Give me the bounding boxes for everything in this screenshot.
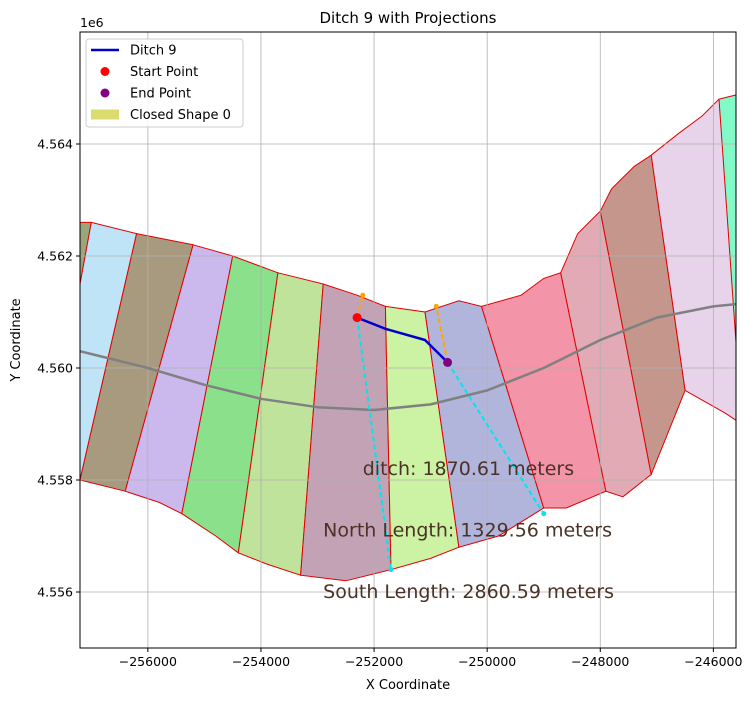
y-axis-ticks: 4.556 4.558 4.560 4.562 4.564 [37,137,80,600]
x-tick-label-1: −254000 [232,654,290,669]
y-axis-label: Y Coordinate [9,298,24,382]
legend-handle-dot-1 [100,67,110,76]
x-axis-ticks: −256000 −254000 −252000 −250000 −248000 −2460… [119,648,743,669]
series-line-2 [446,361,545,515]
series-line-4 [435,306,449,363]
shape-polygon-13 [718,94,736,350]
point-markers [352,313,453,367]
chart-title: Ditch 9 with Projections [319,9,496,27]
annotation-0: ditch: 1870.61 meters [363,458,574,480]
annotations: ditch: 1870.61 meters North Length: 1329.… [323,458,614,603]
legend-label-1: Start Point [130,65,198,80]
shape-polygon-1 [80,221,138,481]
projection-end-marker-3 [360,292,366,298]
start-point-marker [352,313,362,323]
x-tick-label-0: −256000 [119,654,177,669]
y-tick-label-4: 4.564 [37,137,73,152]
legend-label-2: End Point [130,87,191,102]
legend-box [85,38,244,128]
projection-end-marker-2 [541,511,547,517]
annotation-2: South Length: 2860.59 meters [323,581,614,603]
shape-polygon-4 [181,255,279,554]
projection-end-marker-4 [433,303,439,309]
legend-handle-patch [91,109,119,120]
end-point-marker [443,357,453,367]
x-tick-label-4: −248000 [571,654,629,669]
projection-end-marker-1 [388,567,394,573]
series-line-5 [80,302,736,412]
x-tick-label-3: −250000 [458,654,516,669]
x-tick-label-5: −246000 [684,654,742,669]
shape-polygon-12 [650,94,736,421]
plot-frame [79,31,737,649]
series-lines [80,292,736,573]
y-tick-label-2: 4.560 [37,361,73,376]
y-tick-label-3: 4.562 [37,249,73,264]
x-axis-label: X Coordinate [366,678,450,693]
y-tick-label-1: 4.558 [37,473,73,488]
annotation-1: North Length: 1329.56 meters [323,519,612,541]
shape-polygons [80,94,736,582]
y-axis-offset-label: 1e6 [80,15,104,30]
series-line-ditch [356,316,449,364]
x-tick-label-2: −252000 [345,654,403,669]
legend: Ditch 9 Start Point End Point Closed Shape … [85,38,244,128]
grid-lines [80,32,736,648]
shape-polygon-5 [237,272,324,576]
legend-label-3: Closed Shape 0 [130,108,231,123]
y-tick-label-0: 4.556 [37,585,73,600]
legend-label-0: Ditch 9 [130,44,177,59]
legend-handle-dot-2 [100,88,110,98]
series-line-1 [356,317,392,570]
shape-polygon-3 [124,244,234,515]
shape-polygon-7 [384,305,460,571]
